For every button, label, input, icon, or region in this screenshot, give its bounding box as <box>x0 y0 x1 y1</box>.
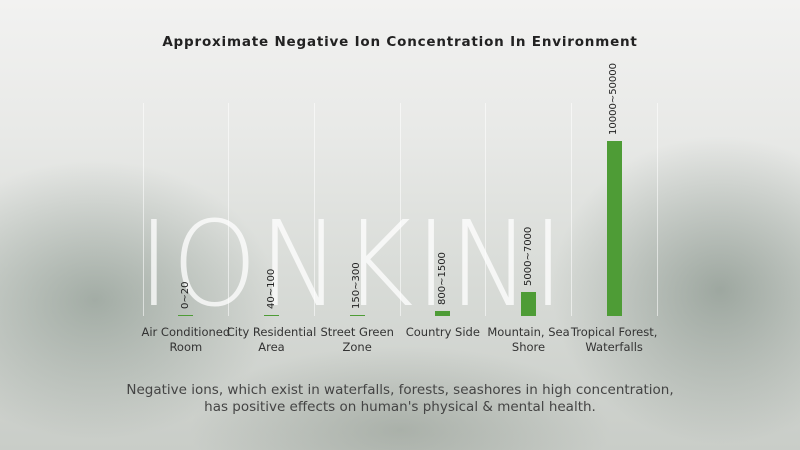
bar <box>349 314 365 316</box>
bar <box>178 315 194 316</box>
separator <box>657 103 658 316</box>
x-tick-label: City Residential Area <box>226 325 317 354</box>
value-label: 5000~7000 <box>522 226 534 286</box>
x-tick-label: Air Conditioned Room <box>141 325 231 354</box>
separator <box>485 103 486 316</box>
separator <box>228 103 229 316</box>
bar <box>606 141 622 316</box>
value-label: 0~20 <box>179 281 191 309</box>
value-label: 40~100 <box>265 268 277 309</box>
caption: Negative ions, which exist in waterfalls… <box>0 382 800 416</box>
x-tick-label: Tropical Forest, Waterfalls <box>570 325 658 354</box>
chart-title: Approximate Negative Ion Concentration I… <box>162 34 638 50</box>
value-label: 800~1500 <box>436 251 448 305</box>
separator <box>571 103 572 316</box>
x-tick-label: Country Side <box>405 325 480 339</box>
separator <box>400 103 401 316</box>
separator <box>314 103 315 316</box>
caption-line: Negative ions, which exist in waterfalls… <box>126 382 674 398</box>
value-label: 10000~50000 <box>608 62 620 135</box>
bar <box>435 310 451 316</box>
separator <box>143 103 144 316</box>
x-tick-label: Mountain, Sea Shore <box>487 325 570 354</box>
x-tick-label: Street Green Zone <box>320 325 394 354</box>
watermark: IONKINI <box>138 195 566 333</box>
bar <box>264 315 279 316</box>
value-label: 150~300 <box>351 262 363 309</box>
bar <box>521 291 536 316</box>
caption-line: has positive effects on human's physical… <box>204 399 596 415</box>
